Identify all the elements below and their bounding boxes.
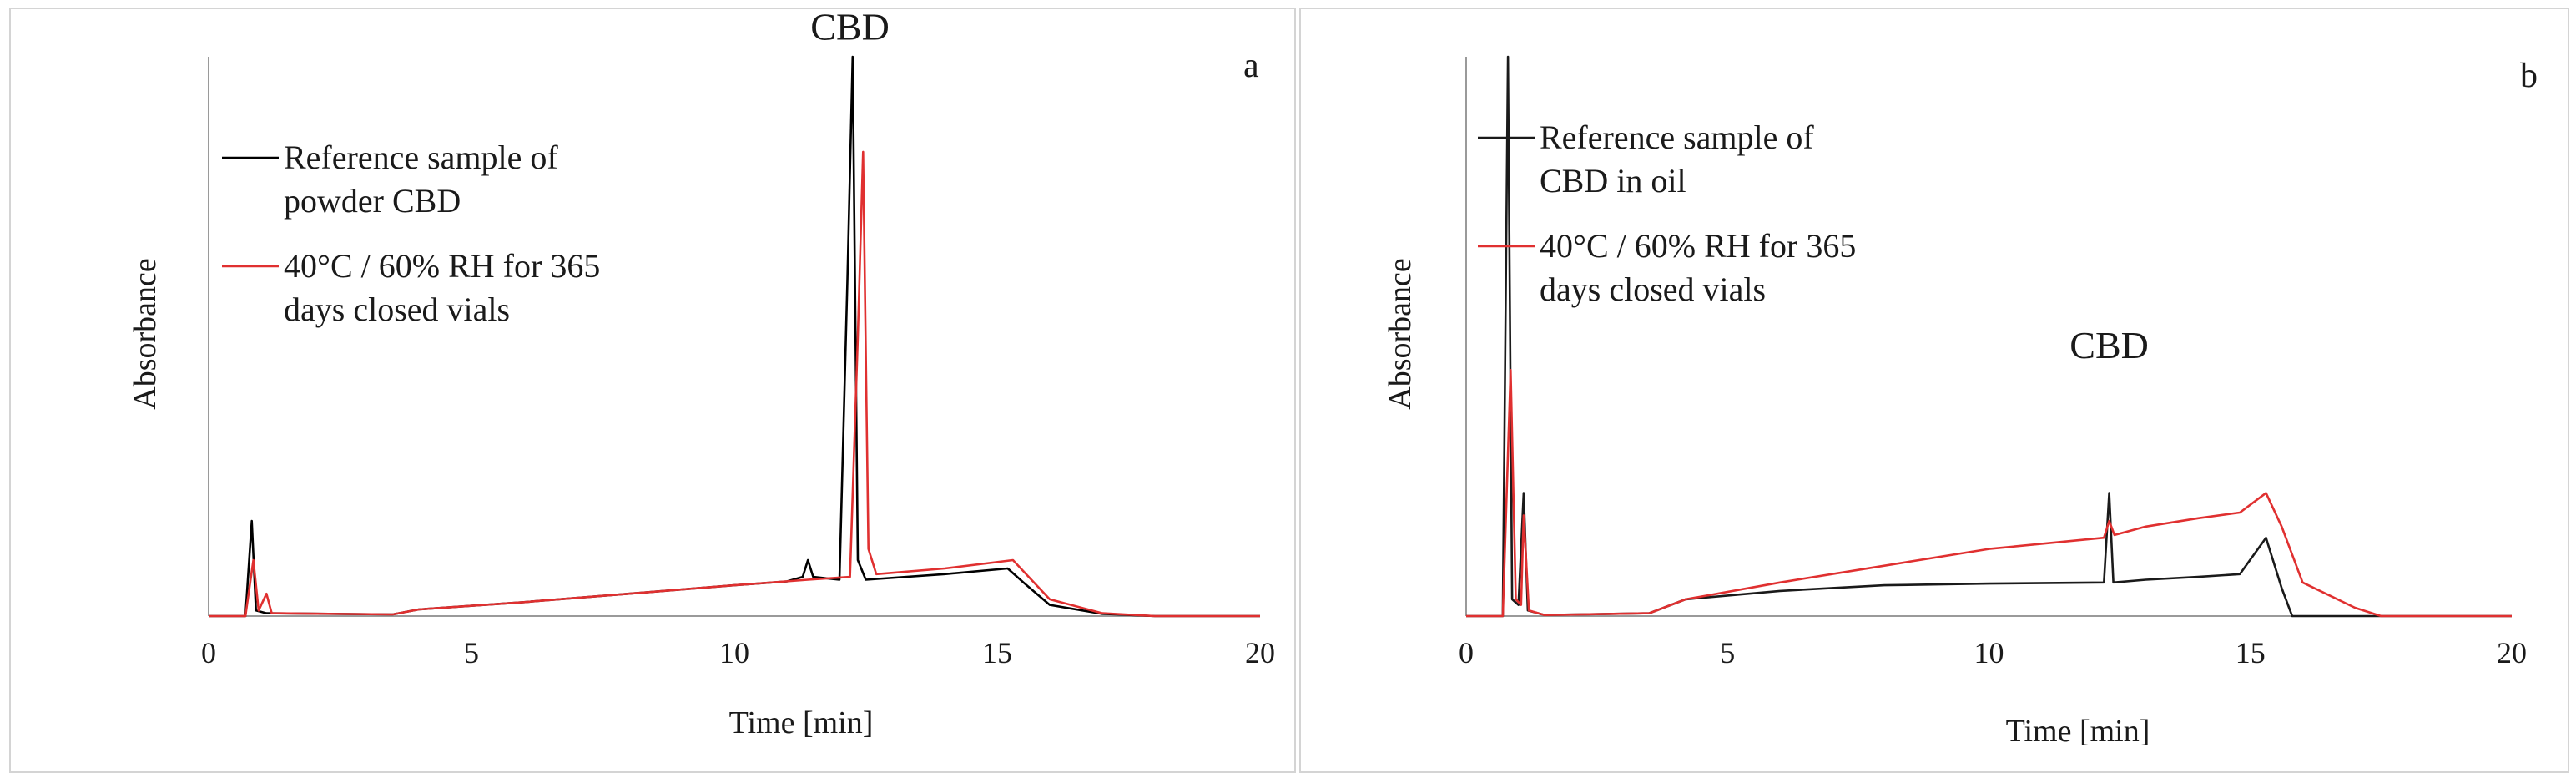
panel-b-legend-label-2: 40°C / 60% RH for 365 xyxy=(1540,227,1856,265)
panel-a-x-tick-label: 10 xyxy=(719,636,749,669)
panel-b-legend-label-1: CBD in oil xyxy=(1540,162,1686,200)
panel-b-peak-annotation: CBD xyxy=(2069,324,2149,366)
panel-a-x-tick-label: 5 xyxy=(464,636,479,669)
chart-marks: 0 5 10 15 20 Reference sample of powder CBD 40°… xyxy=(201,5,2527,669)
panel-a-x-tick-label: 20 xyxy=(1245,636,1275,669)
panel-a-xlabel: Time [min] xyxy=(729,705,874,740)
panel-b-frame xyxy=(1299,8,2569,773)
panel-a-legend-label-2: 40°C / 60% RH for 365 xyxy=(284,247,600,285)
panel-b-x-tick-label: 15 xyxy=(2236,636,2266,669)
panel-a-x-tick-label: 15 xyxy=(982,636,1012,669)
panel-b-legend-label-1: Reference sample of xyxy=(1540,119,1814,156)
panel-b-x-tick-label: 0 xyxy=(1459,636,1474,669)
panel-a-series-2-line xyxy=(209,150,1260,618)
panel-a-frame xyxy=(9,8,1296,773)
panel-a-x-tick-label: 0 xyxy=(201,636,216,669)
panel-a-legend-label-1: Reference sample of xyxy=(284,139,558,176)
panel-a-ylabel: Absorbance xyxy=(128,258,163,409)
panel-b-series-1-line xyxy=(1466,55,2512,618)
panel-b-legend-label-2: days closed vials xyxy=(1540,270,1766,308)
panel-b-xlabel: Time [min] xyxy=(2006,714,2150,749)
panel-a-peak-annotation: CBD xyxy=(810,5,890,48)
panel-b-series-2-line xyxy=(1466,368,2512,618)
panel-b-x-tick-label: 5 xyxy=(1720,636,1735,669)
panel-b-x-tick-label: 10 xyxy=(1974,636,2004,669)
panel-b-x-tick-label: 20 xyxy=(2497,636,2527,669)
panel-a-letter: a xyxy=(1243,47,1259,85)
panel-b-ylabel: Absorbance xyxy=(1383,258,1418,409)
panel-b-letter: b xyxy=(2520,57,2538,95)
panel-a-legend-label-1: powder CBD xyxy=(284,182,461,220)
panel-a-legend-label-2: days closed vials xyxy=(284,290,510,328)
